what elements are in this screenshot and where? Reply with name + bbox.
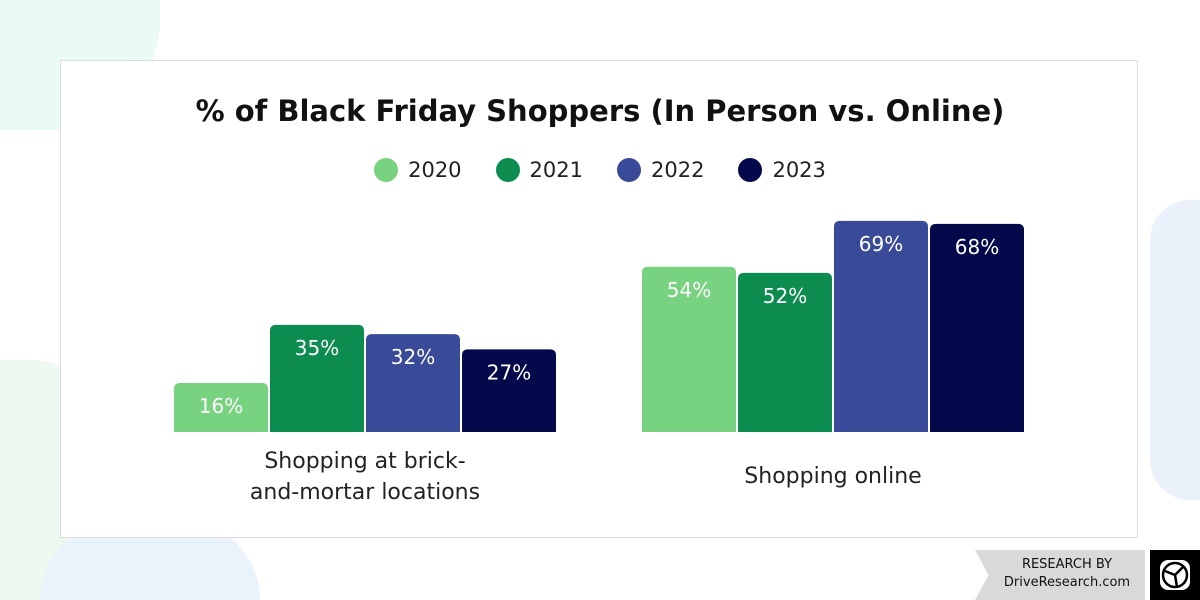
chart-title: % of Black Friday Shoppers (In Person vs…	[195, 94, 1005, 128]
category-label-line: Shopping online	[744, 464, 922, 489]
legend-item-2023: 2023	[738, 158, 826, 182]
data-label: 32%	[391, 345, 435, 369]
data-label: 69%	[859, 232, 903, 256]
legend-label: 2023	[772, 158, 826, 182]
data-label: 35%	[295, 336, 339, 360]
bar-2020-1	[642, 266, 736, 432]
legend-label: 2020	[408, 158, 462, 182]
bar-2021-0	[270, 324, 364, 432]
bar-2020-0	[174, 383, 268, 432]
bar-2023-1	[930, 223, 1024, 432]
bar-2021-1	[738, 272, 832, 432]
legend-swatch	[495, 158, 520, 182]
badge-line2: DriveResearch.com	[1003, 575, 1131, 590]
legend-swatch	[374, 158, 399, 182]
steering-wheel-icon	[1150, 550, 1200, 600]
category-label-line: and-mortar locations	[249, 480, 481, 505]
background-blob	[1150, 200, 1200, 500]
data-label: 27%	[487, 360, 531, 384]
data-label: 68%	[955, 235, 999, 259]
research-by-badge: RESEARCH BY DriveResearch.com	[975, 550, 1145, 600]
category-label: Shopping online	[633, 461, 1033, 492]
data-label: 54%	[667, 278, 711, 302]
bar-2022-1	[834, 220, 928, 432]
data-label: 16%	[199, 394, 243, 418]
legend-label: 2021	[529, 158, 583, 182]
category-label: Shopping at brick-and-mortar locations	[165, 446, 565, 508]
legend-item-2021: 2021	[495, 158, 583, 182]
legend-swatch	[617, 158, 641, 182]
legend-item-2022: 2022	[617, 158, 704, 182]
legend-swatch	[738, 158, 763, 182]
bar-2022-0	[366, 334, 460, 432]
bar-2023-0	[462, 349, 556, 432]
legend-label: 2022	[651, 158, 705, 182]
badge-line1: RESEARCH BY	[1021, 557, 1113, 572]
legend-item-2020: 2020	[374, 158, 462, 182]
data-label: 52%	[763, 284, 807, 308]
category-label-line: Shopping at brick-	[264, 449, 466, 474]
legend: 2020 2021 2022 2023	[0, 158, 1200, 182]
